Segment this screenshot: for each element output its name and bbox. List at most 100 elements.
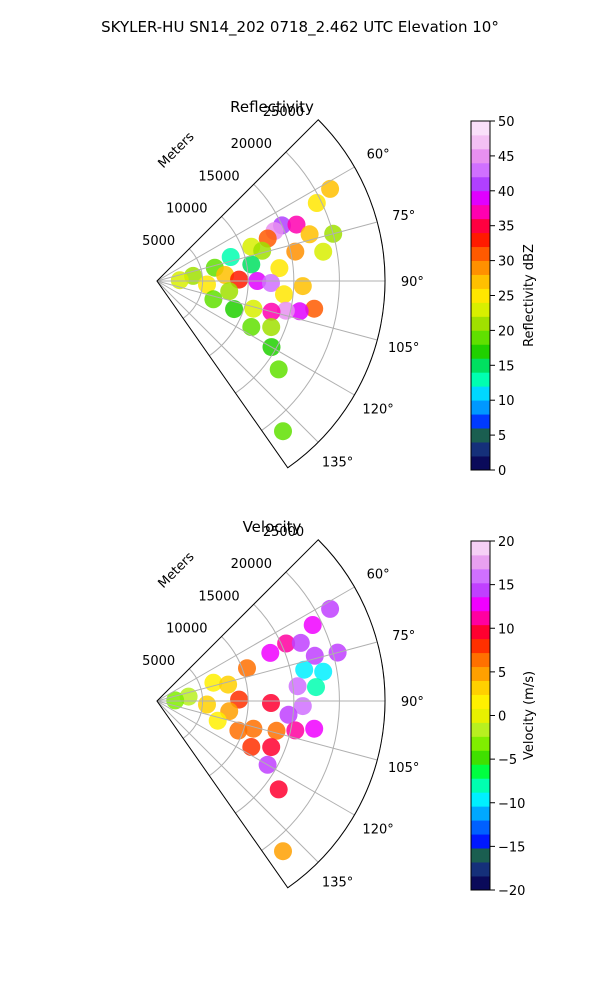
- azimuth-tick-label: 75°: [392, 629, 415, 644]
- data-cell: [305, 719, 324, 738]
- range-tick-label: 20000: [231, 137, 272, 152]
- colorbar-segment: [471, 820, 490, 835]
- azimuth-tick-label: 135°: [322, 876, 353, 891]
- colorbar-segment: [471, 372, 490, 387]
- colorbar: 0 5 10 15 20 25 30 35 40 45 50 Reflectivity dBZ: [470, 115, 537, 479]
- data-cell: [198, 695, 216, 714]
- colorbar-segment: [471, 876, 490, 891]
- azimuth-spoke: [156, 641, 378, 702]
- data-cell: [242, 318, 261, 336]
- azimuth-tick-label: 90°: [401, 695, 424, 710]
- data-cell: [276, 301, 295, 320]
- colorbar-tick-label: 10: [498, 394, 515, 409]
- data-cell: [286, 242, 305, 261]
- azimuth-spoke: [156, 221, 378, 282]
- colorbar-tick-label: 35: [498, 220, 515, 235]
- range-axis-label: Meters: [156, 129, 198, 171]
- data-cell: [242, 255, 261, 274]
- colorbar-tick-label: 5: [498, 666, 506, 681]
- range-ring: [261, 571, 340, 851]
- colorbar-segment: [471, 582, 490, 598]
- data-cell: [314, 242, 333, 261]
- data-cell: [242, 738, 261, 756]
- colorbar-segment: [471, 554, 490, 570]
- colorbar-segment: [471, 344, 490, 359]
- data-cell: [277, 634, 296, 653]
- colorbar-segment: [471, 246, 490, 261]
- colorbar-tick-label: 5: [498, 429, 506, 444]
- colorbar-segment: [471, 316, 490, 331]
- figure-title: SKYLER-HU SN14_202 0718_2.462 UTC Elevat…: [101, 18, 499, 37]
- range-ring: [182, 668, 204, 739]
- data-cell: [170, 271, 189, 290]
- azimuth-tick-label: 105°: [388, 761, 419, 776]
- data-cell: [208, 711, 227, 730]
- data-cell: [262, 738, 281, 757]
- colorbar-segment: [471, 666, 490, 681]
- colorbar-segment: [471, 232, 490, 248]
- data-cell: [303, 616, 322, 634]
- data-cell: [293, 277, 312, 296]
- data-cell: [321, 179, 340, 198]
- azimuth-spoke: [156, 700, 319, 863]
- range-tick-label: 25000: [263, 105, 304, 120]
- colorbar-segment: [471, 134, 490, 150]
- sector-outline: [156, 539, 386, 889]
- range-tick-label: 10000: [166, 622, 207, 637]
- sector-outline: [156, 119, 386, 469]
- colorbar-segment: [471, 121, 490, 136]
- azimuth-tick-label: 75°: [392, 209, 415, 224]
- colorbar-segment: [471, 358, 490, 373]
- data-cell: [220, 282, 239, 301]
- colorbar-tick-label: −20: [498, 884, 525, 899]
- data-cell: [261, 643, 280, 662]
- colorbar-segment: [471, 442, 490, 457]
- colorbar-segment: [471, 400, 490, 415]
- colorbar-tick-label: −10: [498, 797, 525, 812]
- azimuth-spoke: [156, 700, 355, 816]
- data-cell: [321, 599, 340, 618]
- colorbar-tick-label: 30: [498, 255, 515, 270]
- range-ring: [182, 248, 204, 319]
- azimuth-tick-label: 135°: [322, 456, 353, 471]
- colorbar-segment: [471, 204, 490, 220]
- colorbar-segment: [471, 778, 490, 793]
- range-tick-label: 25000: [263, 525, 304, 540]
- range-tick-label: 15000: [198, 169, 239, 184]
- data-cell: [274, 842, 292, 861]
- colorbar-tick-label: 20: [498, 324, 515, 339]
- colorbar-segment: [471, 162, 490, 178]
- azimuth-tick-label: 90°: [401, 275, 424, 290]
- data-cell: [225, 300, 244, 319]
- data-cell: [293, 697, 312, 716]
- data-cell: [307, 194, 326, 212]
- data-cell: [291, 633, 310, 652]
- data-cell: [229, 721, 248, 740]
- data-cell: [287, 215, 306, 234]
- range-axis-label: Meters: [156, 549, 198, 591]
- colorbar-segment: [471, 414, 490, 429]
- azimuth-spoke: [156, 280, 378, 341]
- data-cell: [262, 274, 280, 292]
- colorbar-segment: [471, 288, 490, 303]
- data-cell: [221, 248, 240, 266]
- colorbar-segment: [471, 862, 490, 877]
- colorbar-segment: [471, 218, 490, 234]
- panel-title: Reflectivity: [230, 98, 314, 116]
- azimuth-spoke: [156, 700, 378, 761]
- velocity-panel: Velocity 60° 75° 90° 105° 120° 135° 5000 10000 15…: [142, 518, 537, 899]
- colorbar-segment: [471, 652, 490, 668]
- colorbar-segment: [471, 610, 490, 626]
- data-cell: [288, 677, 307, 696]
- data-cell: [290, 302, 309, 321]
- azimuth-tick-label: 60°: [367, 147, 390, 162]
- colorbar-segment: [471, 722, 490, 737]
- data-cell: [216, 266, 235, 284]
- colorbar-tick-label: 0: [498, 464, 506, 479]
- colorbar-tick-label: 25: [498, 290, 515, 305]
- azimuth-spoke: [156, 586, 355, 702]
- colorbar-segment: [471, 694, 490, 709]
- colorbar-label: Reflectivity dBZ: [522, 244, 537, 347]
- colorbar-segment: [471, 456, 490, 471]
- data-cell: [262, 318, 281, 337]
